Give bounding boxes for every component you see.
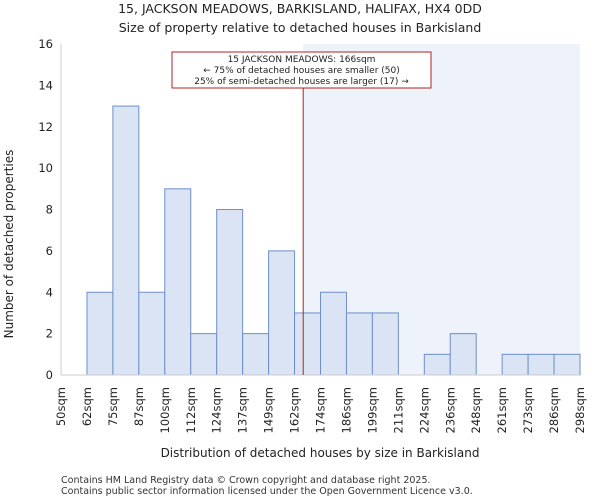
bar-62sqm xyxy=(86,291,114,376)
y-tick-label: 8 xyxy=(46,203,53,217)
bar-224sqm xyxy=(423,353,451,376)
x-tick-label: 124sqm xyxy=(210,387,224,433)
y-tick-label: 10 xyxy=(38,161,53,175)
bar-137sqm xyxy=(242,333,270,376)
chart-title-line-1: 15, JACKSON MEADOWS, BARKISLAND, HALIFAX… xyxy=(118,1,482,16)
y-axis-label: Number of detached properties xyxy=(2,150,16,339)
bar-186sqm xyxy=(345,312,373,376)
y-tick-label: 12 xyxy=(38,120,53,134)
x-tick-label: 137sqm xyxy=(236,387,250,433)
annotation-box xyxy=(171,51,432,89)
x-tick-label: 162sqm xyxy=(288,387,302,433)
x-tick-label: 174sqm xyxy=(314,387,328,433)
annotation-line-1: 15 JACKSON MEADOWS: 166sqm xyxy=(228,55,376,65)
bar-124sqm xyxy=(216,209,244,376)
bar-273sqm xyxy=(527,353,555,376)
bar-236sqm xyxy=(449,333,477,376)
x-tick-label: 224sqm xyxy=(417,387,431,433)
x-tick-label: 149sqm xyxy=(262,387,276,433)
x-tick-label: 236sqm xyxy=(443,387,457,433)
x-tick-label: 261sqm xyxy=(495,387,509,433)
footer-line-2: Contains public sector information licen… xyxy=(61,486,473,497)
x-axis-label: Distribution of detached houses by size … xyxy=(161,446,480,460)
x-tick-label: 50sqm xyxy=(54,387,68,426)
y-tick-label: 4 xyxy=(46,285,53,299)
x-tick-label: 62sqm xyxy=(80,387,94,426)
x-tick-label: 248sqm xyxy=(469,387,483,433)
footer-line-1: Contains HM Land Registry data © Crown c… xyxy=(61,475,431,486)
bar-199sqm xyxy=(371,312,399,376)
annotation-line-3: 25% of semi-detached houses are larger (… xyxy=(194,77,409,87)
y-tick-label: 16 xyxy=(38,37,53,51)
x-tick-label: 211sqm xyxy=(391,387,405,433)
bar-286sqm xyxy=(553,353,581,376)
bar-162sqm xyxy=(294,312,321,376)
bar-174sqm xyxy=(320,291,347,376)
x-tick-label: 298sqm xyxy=(573,387,587,433)
bar-149sqm xyxy=(268,250,296,376)
x-tick-label: 199sqm xyxy=(365,387,379,433)
y-tick-label: 14 xyxy=(38,78,53,92)
y-tick-label: 6 xyxy=(46,244,53,258)
bar-112sqm xyxy=(190,333,218,376)
x-tick-label: 273sqm xyxy=(521,387,535,433)
y-tick-label: 2 xyxy=(46,327,53,341)
x-tick-label: 112sqm xyxy=(184,387,198,433)
x-tick-label: 87sqm xyxy=(132,387,146,426)
bar-100sqm xyxy=(164,188,192,376)
x-tick-label: 186sqm xyxy=(339,387,353,433)
bar-261sqm xyxy=(501,353,529,376)
bar-75sqm xyxy=(112,105,140,376)
bar-87sqm xyxy=(138,291,166,376)
x-tick-label: 286sqm xyxy=(547,387,561,433)
y-tick-label: 0 xyxy=(46,368,53,382)
x-tick-label: 75sqm xyxy=(106,387,120,426)
annotation-line-2: ← 75% of detached houses are smaller (50… xyxy=(203,66,400,76)
chart-title-line-2: Size of property relative to detached ho… xyxy=(119,20,482,35)
x-tick-label: 100sqm xyxy=(158,387,172,433)
